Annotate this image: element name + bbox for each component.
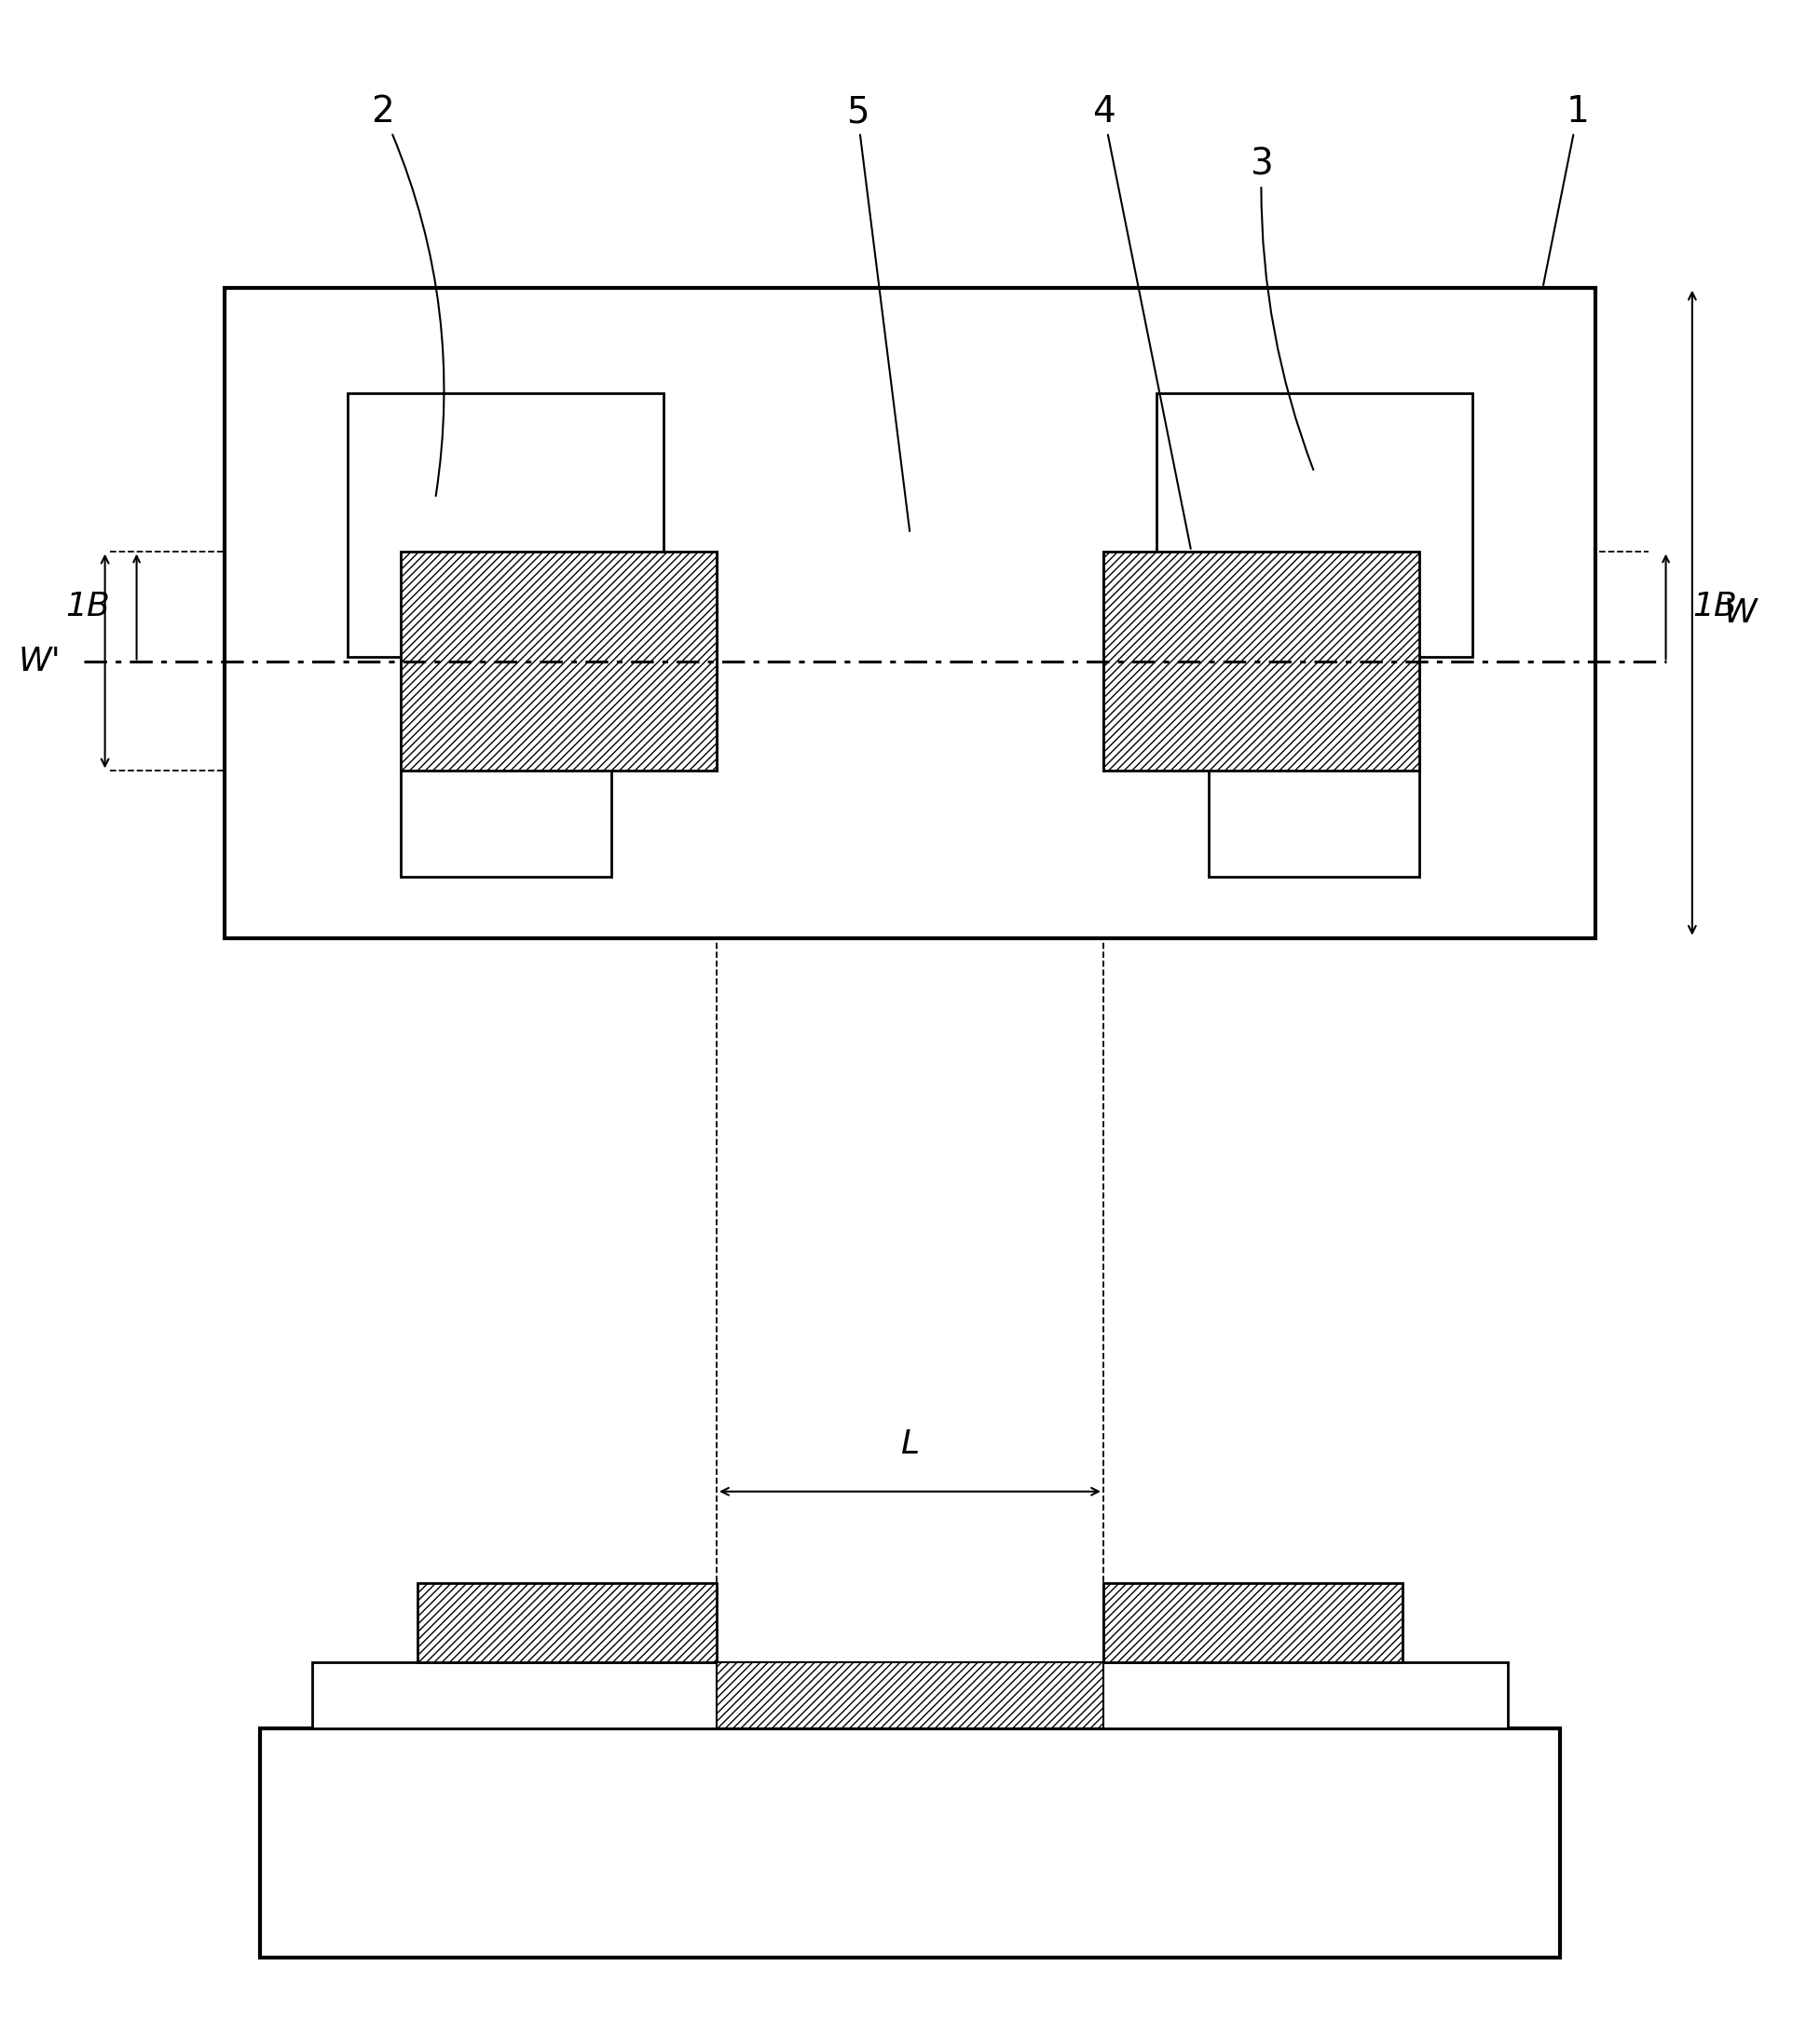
Text: W': W' [18,645,62,677]
Text: 1B: 1B [66,590,111,622]
Text: 2: 2 [371,94,444,496]
Text: 1B: 1B [1693,590,1736,622]
Text: 5: 5 [846,94,910,531]
Bar [1103,551,1420,771]
Bar [224,287,1596,938]
Bar [313,1662,1507,1729]
Bar [260,1729,1560,1957]
Bar [1103,1582,1401,1662]
Bar [348,393,664,657]
Text: 4: 4 [1092,94,1190,549]
Text: W: W [1724,596,1756,629]
Bar [419,1582,717,1662]
Text: 1: 1 [1543,94,1589,285]
Text: 3: 3 [1250,146,1314,470]
Bar [400,657,612,877]
Bar [400,551,717,771]
Bar [1156,393,1472,657]
Text: L: L [901,1428,919,1460]
Bar [1208,657,1420,877]
Bar [717,1662,1103,1729]
